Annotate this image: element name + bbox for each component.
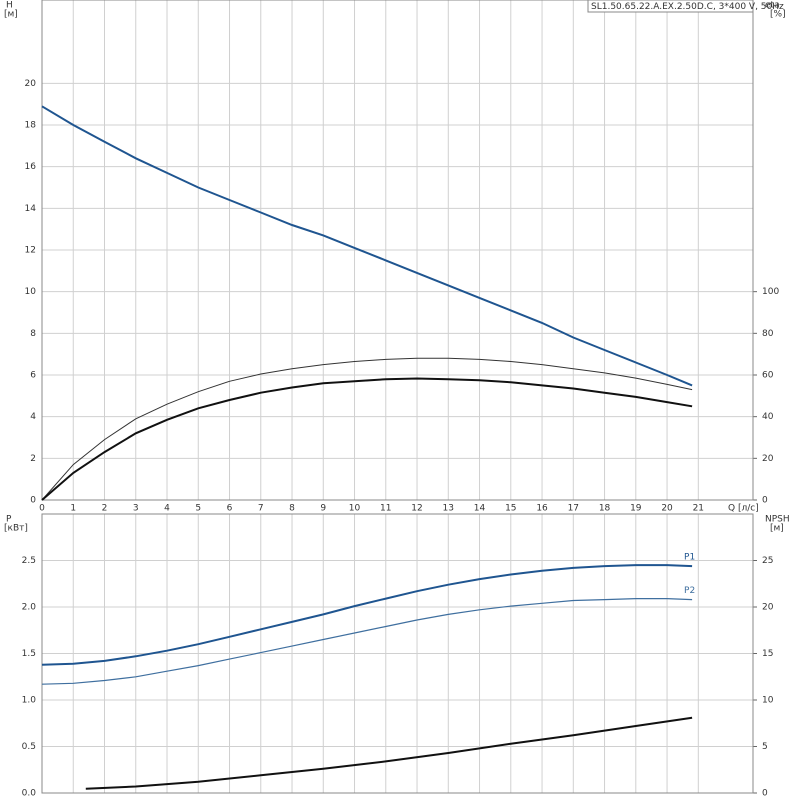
series-label: P1 [684, 553, 695, 563]
y-tick-label: 16 [25, 162, 37, 172]
y-tick-label: 14 [25, 204, 37, 214]
y2-tick-label: 60 [762, 371, 774, 381]
y-tick-label: 12 [25, 246, 36, 256]
x-tick-label: 10 [349, 504, 361, 514]
x-tick-label: 5 [195, 504, 201, 514]
y-tick-label: 0.0 [22, 789, 37, 799]
x-tick-label: 4 [164, 504, 170, 514]
y2-axis-unit: [%] [770, 10, 786, 20]
y2-tick-label: 25 [762, 556, 773, 566]
x-tick-label: 20 [661, 504, 673, 514]
x-tick-label: 13 [443, 504, 454, 514]
series-line [41, 357, 693, 501]
y2-tick-label: 80 [762, 329, 774, 339]
y2-tick-label: 20 [762, 603, 774, 613]
y-tick-label: 0.5 [22, 742, 36, 752]
y2-tick-label: 20 [762, 454, 774, 464]
y2-tick-label: 5 [762, 742, 768, 752]
x-tick-label: 12 [411, 504, 422, 514]
series-label: P2 [684, 586, 695, 596]
x-tick-label: 16 [536, 504, 548, 514]
y-tick-label: 20 [25, 79, 37, 89]
y-axis-label: H [6, 1, 13, 11]
y-tick-label: 18 [25, 121, 37, 131]
plot-frame [41, 513, 754, 794]
x-tick-label: 18 [599, 504, 611, 514]
y2-axis-unit: [м] [770, 524, 784, 534]
y-tick-label: 6 [30, 371, 36, 381]
y2-tick-label: 0 [762, 789, 768, 799]
y2-tick-label: 100 [762, 287, 779, 297]
y-tick-label: 2 [30, 454, 36, 464]
series-line [41, 598, 693, 685]
y2-tick-label: 10 [762, 696, 774, 706]
x-tick-label: 7 [258, 504, 264, 514]
x-tick-label: 15 [505, 504, 516, 514]
y-tick-label: 8 [30, 329, 36, 339]
y-tick-label: 10 [25, 287, 37, 297]
y-tick-label: 0 [30, 496, 36, 506]
plot-frame [41, 0, 754, 501]
y2-axis-label: NPSH [765, 515, 790, 525]
x-tick-label: 21 [693, 504, 704, 514]
x-tick-label: 9 [320, 504, 326, 514]
series-line [41, 105, 693, 387]
x-tick-label: 6 [227, 504, 233, 514]
series-line [41, 564, 693, 666]
y2-axis-label: eta [765, 1, 780, 11]
series-line [85, 716, 693, 790]
y-axis-unit: [м] [4, 10, 18, 20]
y-tick-label: 4 [30, 412, 36, 422]
y-tick-label: 2.5 [22, 556, 36, 566]
x-tick-label: 11 [380, 504, 391, 514]
x-tick-label: 1 [70, 504, 76, 514]
series-line [41, 377, 693, 501]
x-tick-label: 3 [133, 504, 139, 514]
y2-tick-label: 0 [762, 496, 768, 506]
x-axis-label: Q [л/с] [728, 504, 759, 514]
y2-tick-label: 40 [762, 412, 774, 422]
title-box [587, 0, 754, 13]
x-tick-label: 2 [102, 504, 108, 514]
y2-tick-label: 15 [762, 649, 773, 659]
y-tick-label: 2.0 [22, 603, 37, 613]
x-tick-label: 8 [289, 504, 295, 514]
y-axis-unit: [кВт] [4, 524, 28, 534]
chart-title: SL1.50.65.22.A.EX.2.50D.C, 3*400 V, 50Hz [591, 2, 784, 12]
y-axis-label: P [6, 515, 12, 525]
y-tick-label: 1.0 [22, 696, 37, 706]
x-tick-label: 14 [474, 504, 486, 514]
y-tick-label: 1.5 [22, 649, 36, 659]
x-tick-label: 0 [39, 504, 45, 514]
x-tick-label: 19 [630, 504, 642, 514]
x-tick-label: 17 [568, 504, 579, 514]
